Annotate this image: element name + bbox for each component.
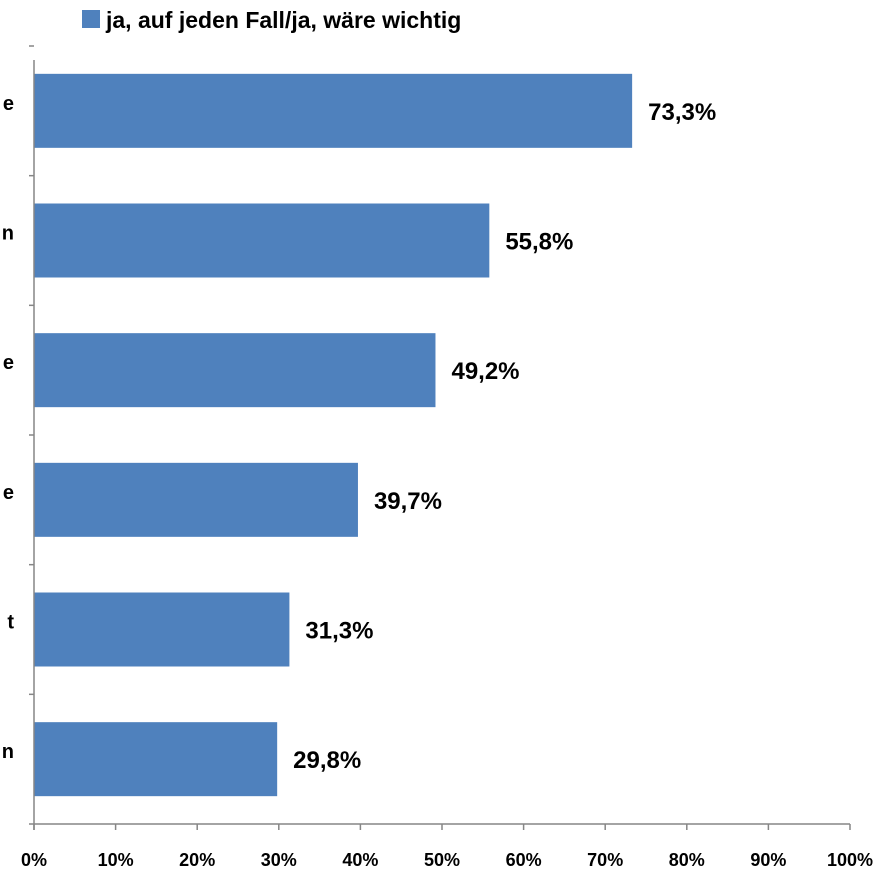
category-label: e <box>3 352 14 374</box>
legend-swatch <box>82 10 100 28</box>
bar <box>34 592 290 667</box>
x-tick-label: 20% <box>179 850 215 870</box>
x-tick-label: 100% <box>827 850 873 870</box>
legend: ja, auf jeden Fall/ja, wäre wichtig <box>82 7 461 33</box>
x-tick-label: 40% <box>342 850 378 870</box>
bar <box>34 722 278 797</box>
axes-group <box>29 45 851 830</box>
tick-labels-group: 0% 10% 20% 30% 40% 50% 60% 70% 80% 90% 100% <box>21 850 873 870</box>
data-label: 29,8% <box>293 747 361 774</box>
x-tick-label: 80% <box>669 850 705 870</box>
bar <box>34 73 633 148</box>
category-labels-group: e n e e t n <box>2 93 15 763</box>
data-labels-group: 73,3% 55,8% 49,2% 39,7% 31,3% 29,8% <box>293 99 716 774</box>
category-label: n <box>2 741 14 763</box>
x-tick-label: 0% <box>21 850 47 870</box>
data-label: 49,2% <box>451 358 519 385</box>
category-label: e <box>3 93 14 115</box>
x-tick-label: 90% <box>750 850 786 870</box>
category-label: t <box>7 612 14 634</box>
data-label: 55,8% <box>505 229 573 256</box>
x-tick-label: 60% <box>506 850 542 870</box>
legend-label: ja, auf jeden Fall/ja, wäre wichtig <box>105 7 461 33</box>
data-label: 31,3% <box>305 618 373 645</box>
data-label: 39,7% <box>374 488 442 515</box>
bars-group <box>34 73 633 797</box>
bar <box>34 333 436 408</box>
data-label: 73,3% <box>648 99 716 126</box>
x-tick-label: 30% <box>261 850 297 870</box>
x-tick-label: 50% <box>424 850 460 870</box>
category-label: e <box>3 482 14 504</box>
x-tick-label: 10% <box>98 850 134 870</box>
x-tick-label: 70% <box>587 850 623 870</box>
bar <box>34 462 358 537</box>
bar <box>34 203 490 278</box>
category-label: n <box>2 223 14 245</box>
